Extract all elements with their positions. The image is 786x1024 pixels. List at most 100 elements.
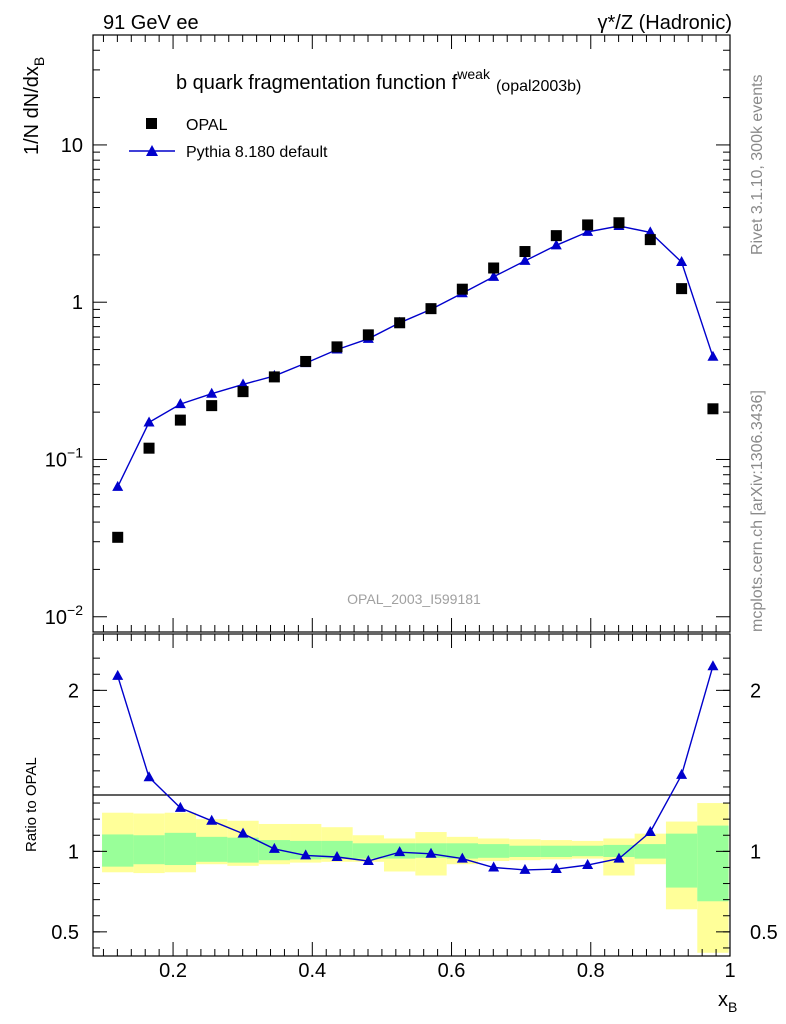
pythia-point: [707, 350, 719, 361]
ratio-point: [676, 768, 688, 779]
opal-point: [707, 403, 719, 415]
pythia-point: [644, 226, 656, 237]
opal-point: [331, 341, 343, 353]
ratio-data-layer: [112, 660, 719, 874]
ratio-y-tick-label: 0.5: [51, 922, 79, 944]
opal-point: [456, 283, 468, 295]
main-y-tick-label: 10−2: [45, 602, 83, 629]
opal-point: [488, 262, 500, 274]
opal-point: [143, 442, 155, 454]
main-title-superscript: weak: [456, 66, 491, 82]
main-y-tick-label: 1: [72, 292, 83, 314]
main-y-tick-label: 10: [61, 135, 83, 157]
opal-point: [550, 230, 562, 242]
opal-point: [268, 371, 280, 383]
ratio-point: [174, 801, 186, 812]
stat-uncertainty-band: [227, 837, 259, 863]
x-axis-label: xB: [718, 989, 737, 1015]
opal-point: [613, 217, 625, 229]
opal-point: [425, 303, 437, 315]
pythia-point: [174, 398, 186, 409]
header-right-label: γ*/Z (Hadronic): [598, 12, 732, 34]
x-tick-label: 1: [724, 960, 735, 982]
stat-uncertainty-band: [102, 834, 134, 867]
ratio-y-tick-label: 2: [68, 680, 79, 702]
stat-uncertainty-band: [196, 836, 228, 862]
pythia-point: [519, 254, 531, 265]
legend-opal-label: OPAL: [186, 117, 228, 134]
ratio-panel: 2 2 1 1 0.5 0.5 0.2 0.4 0.6 0.8 1 Ratio to OPAL xB: [23, 633, 778, 1015]
legend-opal-marker: [146, 118, 157, 129]
opal-point: [362, 329, 374, 341]
ratio-point: [707, 660, 719, 671]
stat-uncertainty-band: [697, 825, 729, 902]
header-left-label: 91 GeV ee: [103, 12, 199, 34]
ratio-axis-ticks: 2 2 1 1 0.5 0.5 0.2 0.4 0.6 0.8 1: [51, 634, 778, 982]
ratio-point: [237, 827, 249, 838]
pythia-point: [488, 270, 500, 281]
ratio-frame: [92, 633, 731, 957]
x-tick-label: 0.8: [577, 960, 605, 982]
opal-point: [237, 386, 249, 398]
pythia-point: [676, 256, 688, 267]
main-title-text: b quark fragmentation function f: [176, 72, 458, 94]
ratio-y-tick-label-right: 0.5: [750, 922, 778, 944]
source-label: mcplots.cern.ch [arXiv:1306.3436]: [749, 390, 766, 632]
stat-uncertainty-band: [477, 844, 510, 858]
x-tick-label: 0.4: [298, 960, 326, 982]
ratio-y-axis-label: Ratio to OPAL: [23, 757, 40, 852]
ratio-uncertainty-bands: [102, 803, 729, 953]
ratio-point: [425, 847, 437, 858]
ratio-point: [488, 861, 500, 872]
main-axis-ticks: 10 1 10−1 10−2: [45, 34, 731, 632]
x-axis-label-text: x: [718, 989, 728, 1011]
stat-uncertainty-band: [634, 844, 666, 859]
stat-uncertainty-band: [540, 845, 572, 857]
ratio-point: [331, 850, 343, 861]
stat-uncertainty-band: [446, 843, 478, 859]
opal-point: [519, 246, 531, 258]
pythia-point: [206, 387, 218, 398]
main-title: b quark fragmentation function fweak (opa…: [176, 66, 581, 95]
ratio-point: [456, 852, 468, 863]
ratio-point: [394, 846, 406, 857]
stat-uncertainty-band: [571, 845, 604, 857]
pythia-series-line: [117, 225, 714, 488]
watermark-label: OPAL_2003_I599181: [347, 591, 481, 607]
pythia-point: [143, 416, 155, 427]
pythia-point: [112, 480, 124, 491]
opal-point: [676, 283, 688, 295]
ratio-series-line: [117, 666, 714, 871]
ratio-y-tick-label: 1: [68, 841, 79, 863]
stat-uncertainty-band: [603, 844, 635, 857]
ratio-y-tick-label-right: 2: [750, 680, 761, 702]
opal-point: [174, 414, 186, 426]
opal-point: [112, 531, 124, 543]
stat-uncertainty-band: [352, 843, 385, 859]
opal-point: [394, 317, 406, 329]
ratio-point: [300, 849, 312, 860]
ratio-point: [582, 859, 594, 870]
main-title-suffix: (opal2003b): [496, 78, 581, 95]
main-y-axis-label-text: 1/N dN/dx: [21, 66, 43, 155]
ratio-point: [206, 814, 218, 825]
opal-point: [644, 234, 656, 246]
ratio-point: [613, 852, 625, 863]
stat-uncertainty-band: [164, 832, 197, 866]
x-tick-label: 0.2: [159, 960, 187, 982]
legend-pythia-label: Pythia 8.180 default: [186, 144, 328, 161]
ratio-point: [519, 863, 531, 874]
pythia-point: [582, 225, 594, 236]
main-frame: [92, 34, 731, 633]
opal-point: [582, 219, 594, 231]
main-y-axis-label: 1/N dN/dxB: [21, 57, 47, 155]
pythia-point: [550, 239, 562, 250]
ratio-point: [550, 863, 562, 874]
stat-uncertainty-band: [321, 840, 353, 859]
legend-pythia-marker: [146, 145, 158, 156]
rivet-version-label: Rivet 3.1.10, 300k events: [749, 74, 766, 255]
ratio-point: [112, 669, 124, 680]
ratio-point: [644, 826, 656, 837]
ratio-point: [362, 855, 374, 866]
